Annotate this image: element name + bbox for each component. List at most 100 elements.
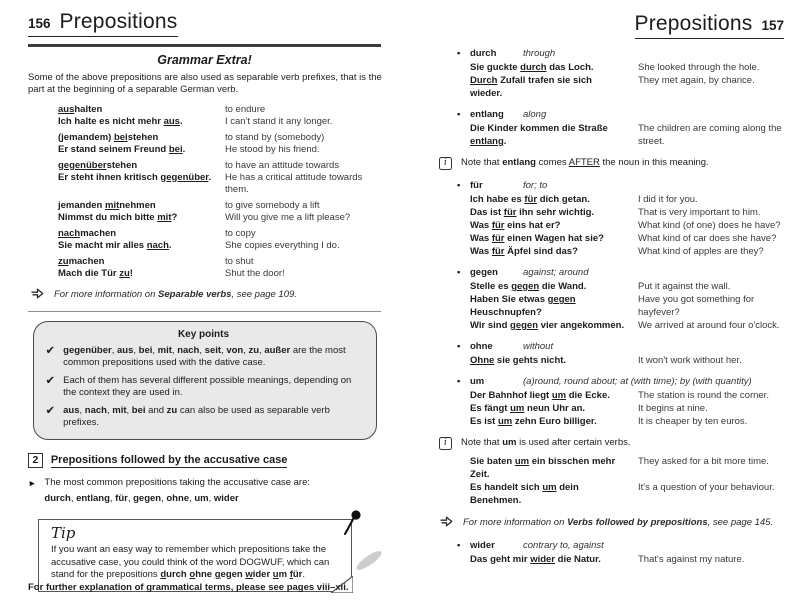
- verb-pair: gegenüberstehen to have an attitude towar…: [28, 160, 381, 196]
- german-text: Es handelt sich um dein Benehmen.: [470, 482, 579, 506]
- note-examples: Sie baten um ein bisschen mehr Zeit. They…: [429, 455, 786, 507]
- info-icon: i: [439, 157, 452, 170]
- verb-pair-row: Sie macht mir alles nach. She copies ever…: [28, 240, 381, 252]
- german-text: Es fängt um neun Uhr an.: [470, 403, 586, 414]
- verb-pair-row: Mach die Tür zu! Shut the door!: [28, 268, 381, 280]
- german-text: (jemandem) beistehen: [58, 131, 159, 143]
- german-text: Ich halte es nicht mehr aus.: [58, 115, 183, 127]
- crossref-arrow-icon: [439, 516, 453, 530]
- german-text: Wir sind gegen vier angekommen.: [470, 320, 625, 331]
- crossref-separable-verbs: For more information on Separable verbs,…: [28, 288, 381, 302]
- example-row: Die Kinder kommen die Straße entlang. The…: [429, 122, 786, 148]
- left-header-underline: 156 Prepositions: [28, 10, 178, 37]
- german-text: Ich habe es für dich getan.: [470, 194, 590, 205]
- example-row: Sie baten um ein bisschen mehr Zeit. They…: [429, 455, 786, 481]
- verb-pair-row: nachmachen to copy: [28, 228, 381, 240]
- verb-pairs-list: aushalten to endure Ich halte es nicht meh…: [28, 104, 381, 280]
- verb-pair: zumachen to shut Mach die Tür zu! Shut the …: [28, 256, 381, 280]
- german-text: Sie baten um ein bisschen mehr Zeit.: [470, 456, 616, 480]
- english-text: I did it for you.: [638, 194, 698, 205]
- example-row: Das ist für ihn sehr wichtig. That is ver…: [429, 206, 786, 219]
- note-row: i Note that entlang comes AFTER the noun …: [429, 156, 786, 170]
- preposition-entry: • um (a)round, round about; at (with time)…: [429, 375, 786, 428]
- german-text: Was für Äpfel sind das?: [470, 246, 578, 257]
- german-text: Die Kinder kommen die Straße entlang.: [470, 123, 608, 147]
- accusative-intro: ► The most common prepositions taking th…: [28, 477, 381, 505]
- english-text: What kind of car does she have?: [638, 233, 777, 244]
- english-text: I can't stand it any longer.: [225, 115, 333, 127]
- entry-word: für: [470, 180, 483, 191]
- key-points-box: Key points ✔ gegenüber, aus, bei, mit, na…: [32, 321, 377, 440]
- english-text: The children are coming along the street…: [638, 123, 782, 147]
- tip-heading: Tip: [51, 524, 76, 542]
- english-text: We arrived at around four o'clock.: [638, 320, 780, 331]
- example-row: Der Bahnhof liegt um die Ecke. The statio…: [429, 389, 786, 402]
- verb-pair-row: gegenüberstehen to have an attitude towar…: [28, 160, 381, 172]
- crossref-verbs-with-prepositions: For more information on Verbs followed b…: [429, 516, 786, 530]
- note: i Note that um is used after certain verb…: [429, 436, 786, 507]
- english-text: That's against my nature.: [638, 554, 745, 565]
- bullet-icon: •: [457, 109, 461, 120]
- german-text: Ohne sie gehts nicht.: [470, 355, 567, 366]
- left-page-header: 156 Prepositions: [28, 10, 381, 37]
- english-text: He has a critical attitude towards them.: [225, 171, 363, 195]
- english-text: She copies everything I do.: [225, 239, 340, 251]
- english-text: That is very important to him.: [638, 207, 761, 218]
- english-text: It begins at nine.: [638, 403, 708, 414]
- footer-note: For further explanation of grammatical t…: [28, 582, 349, 593]
- entry-meaning: along: [523, 109, 547, 120]
- entry-word-row: • durch through: [429, 47, 786, 60]
- bullet-icon: •: [457, 376, 461, 387]
- preposition-entry: • für for; to Ich habe es für dich getan. I …: [429, 179, 786, 258]
- entry-word: um: [470, 376, 485, 387]
- example-row: Was für einen Wagen hat sie? What kind of…: [429, 232, 786, 245]
- german-text: nachmachen: [58, 227, 117, 239]
- info-icon: i: [439, 437, 452, 450]
- english-text: Will you give me a lift please?: [225, 211, 351, 223]
- preposition-entry: • durch through Sie guckte durch das Loch. S…: [429, 47, 786, 100]
- entry-word: ohne: [470, 341, 493, 352]
- english-text: to shut: [225, 255, 254, 267]
- grammar-extra-heading: Grammar Extra!: [157, 52, 252, 67]
- left-page-number: 156: [28, 16, 51, 31]
- english-text: Have you got something for hayfever?: [638, 294, 755, 318]
- key-point-text: aus, nach, mit, bei and zu can also be u…: [63, 405, 330, 428]
- bullet-icon: •: [457, 48, 461, 59]
- verb-pair-row: (jemandem) beistehen to stand by (somebod…: [28, 132, 381, 144]
- note-text: Note that um is used after certain verbs…: [461, 437, 631, 448]
- example-row: Was für eins hat er? What kind (of one) d…: [429, 219, 786, 232]
- key-point-text: gegenüber, aus, bei, mit, nach, seit, vo…: [63, 345, 346, 368]
- example-row: Das geht mir wider die Natur. That's agai…: [429, 553, 786, 566]
- verb-pair: nachmachen to copy Sie macht mir alles nac…: [28, 228, 381, 252]
- example-row: Stelle es gegen die Wand. Put it against …: [429, 280, 786, 293]
- left-page-title: Prepositions: [59, 10, 178, 33]
- right-header-underline: Prepositions 157: [634, 12, 784, 39]
- key-points-title: Key points: [177, 329, 230, 340]
- entry-meaning: through: [523, 48, 556, 59]
- entry-word: wider: [470, 540, 495, 551]
- note-text: Note that entlang comes AFTER the noun i…: [461, 157, 709, 168]
- english-text: Put it against the wall.: [638, 281, 731, 292]
- german-text: aushalten: [58, 103, 103, 115]
- english-text: It won't work without her.: [638, 355, 742, 366]
- english-text: He stood by his friend.: [225, 143, 320, 155]
- example-row: Sie guckte durch das Loch. She looked thr…: [429, 61, 786, 74]
- crossref-text: For more information on Verbs followed b…: [463, 517, 774, 528]
- right-page-title: Prepositions: [634, 12, 753, 35]
- english-text: They asked for a bit more time.: [638, 456, 769, 467]
- right-page-header: Prepositions 157: [429, 12, 784, 39]
- german-text: Haben Sie etwas gegen Heuschnupfen?: [470, 294, 576, 318]
- preposition-entry: • wider contrary to, against Das geht mir w…: [429, 539, 786, 566]
- example-row: Es handelt sich um dein Benehmen. It's a …: [429, 481, 786, 507]
- crossref-text: For more information on Separable verbs,…: [54, 288, 297, 300]
- bullet-icon: •: [457, 180, 461, 191]
- example-row: Haben Sie etwas gegen Heuschnupfen? Have …: [429, 293, 786, 319]
- english-text: to endure: [225, 103, 266, 115]
- verb-pair: aushalten to endure Ich halte es nicht meh…: [28, 104, 381, 128]
- entry-word-row: • für for; to: [429, 179, 786, 192]
- english-text: to stand by (somebody): [225, 131, 325, 143]
- example-row: Durch Zufall trafen sie sich wieder. They…: [429, 74, 786, 100]
- section-2-heading: 2 Prepositions followed by the accusativ…: [28, 453, 381, 468]
- section-divider-rule: [28, 44, 381, 47]
- english-text: The station is round the corner.: [638, 390, 769, 401]
